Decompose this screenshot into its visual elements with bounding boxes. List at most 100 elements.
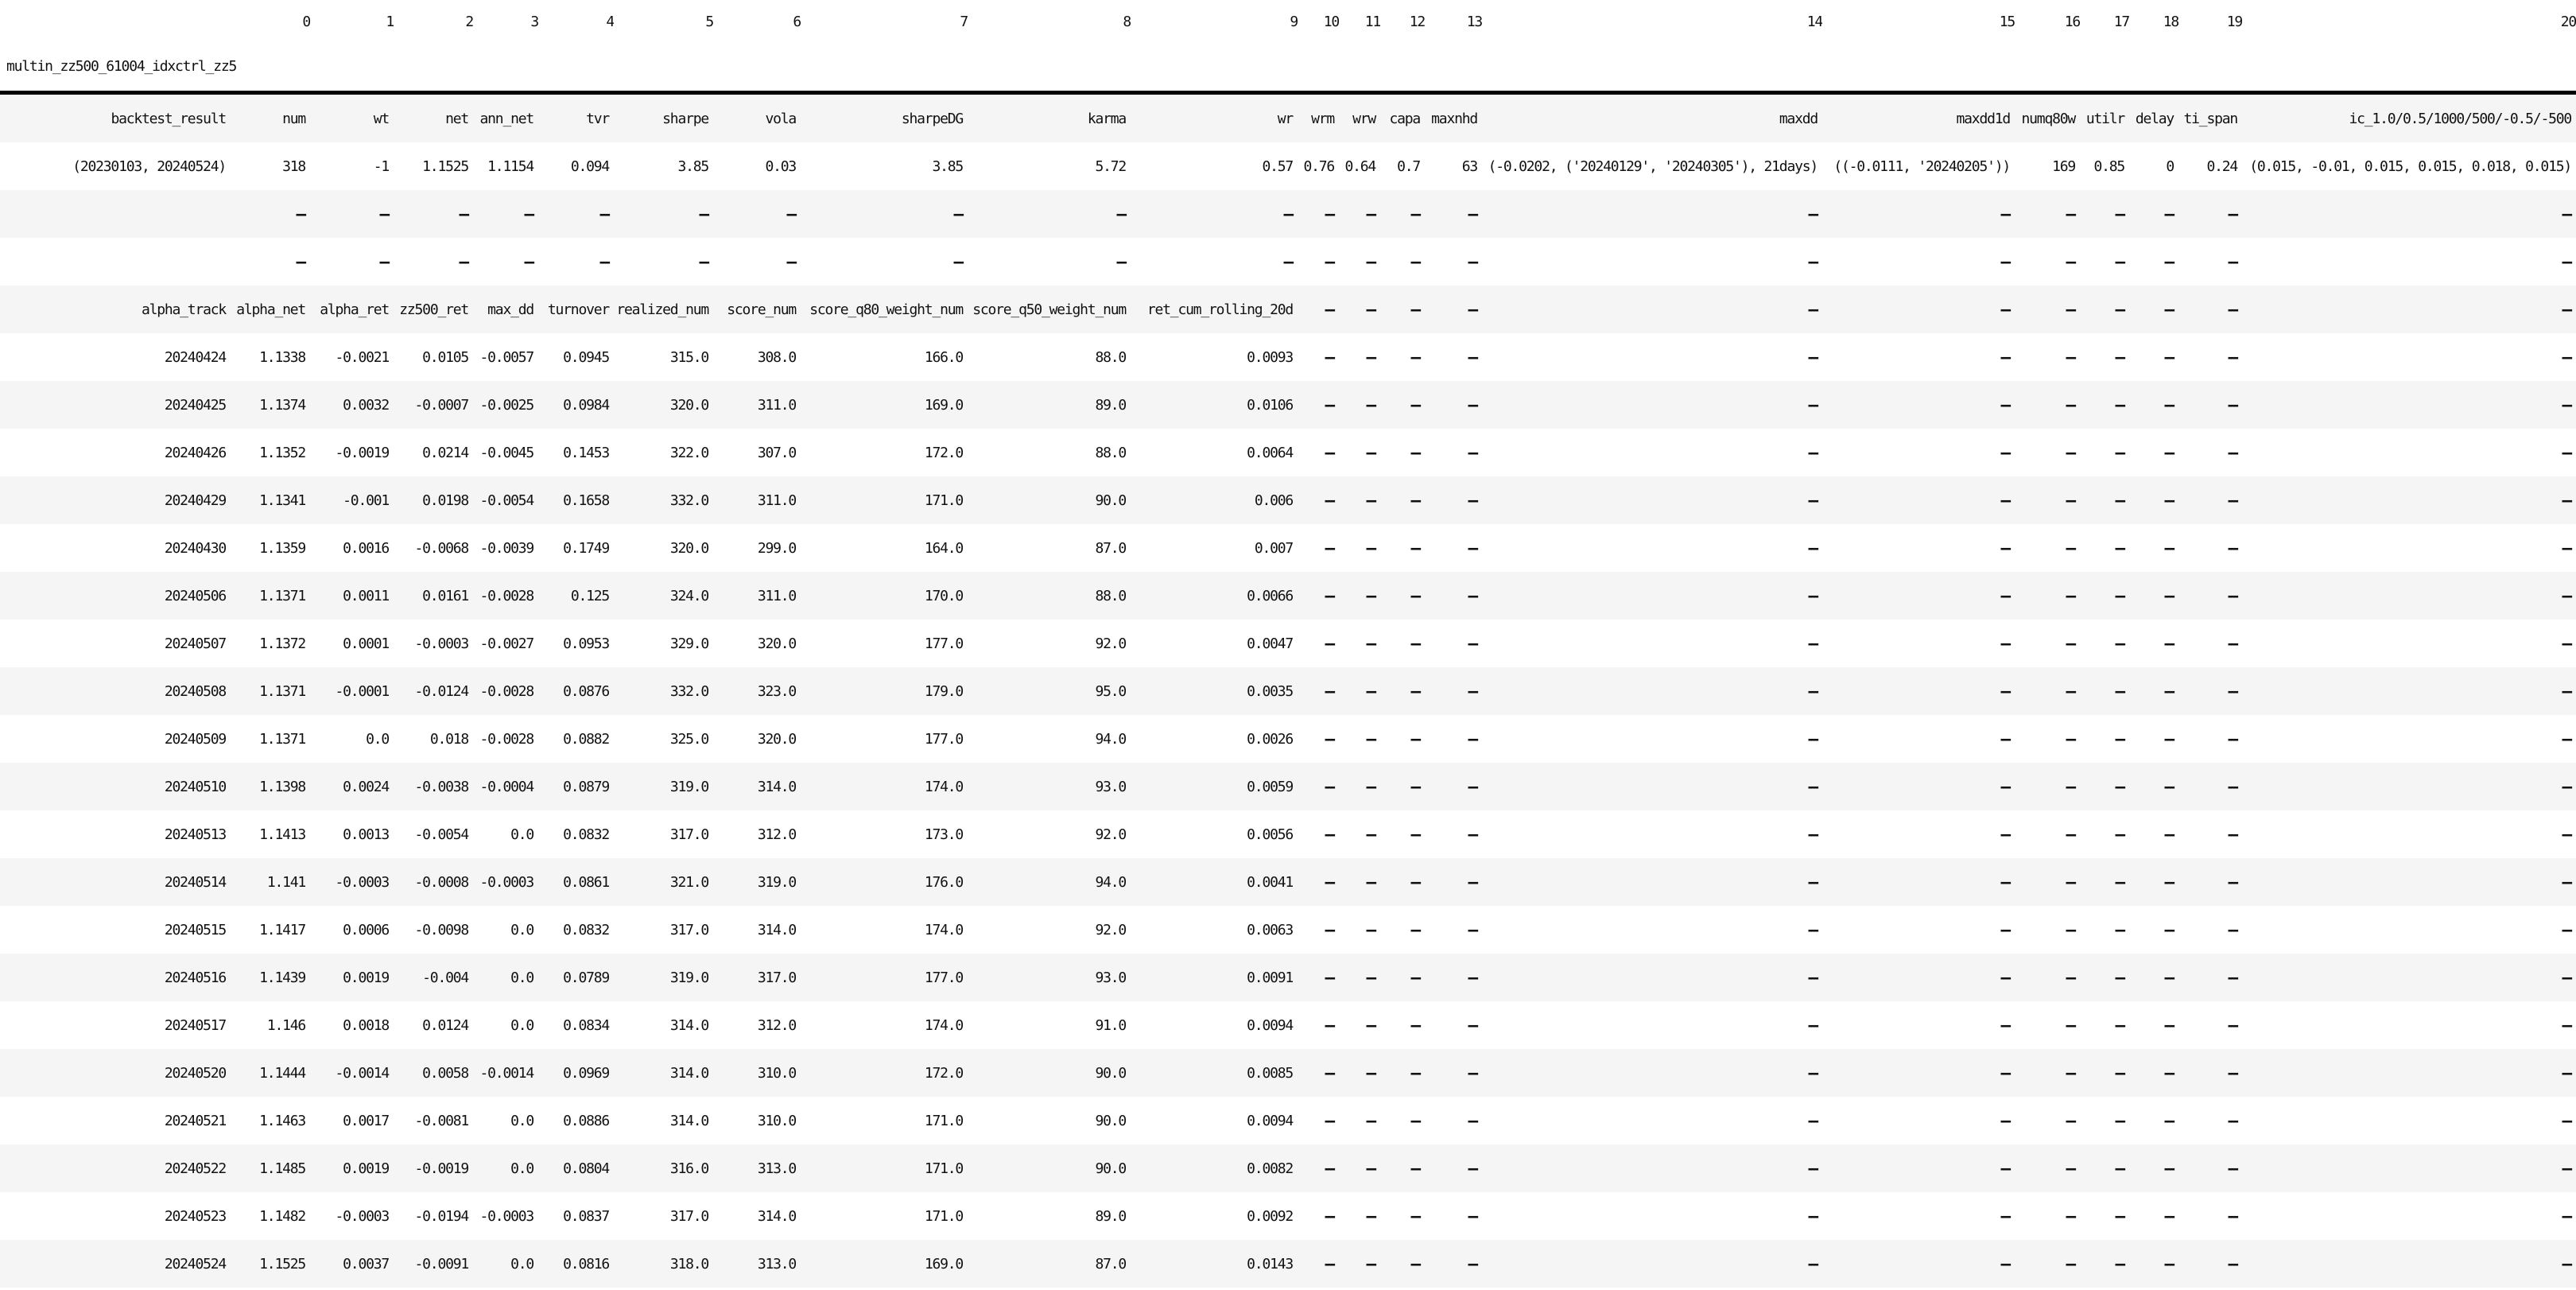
table-cell: 173.0: [924, 826, 964, 843]
table-cell: 307.0: [757, 444, 797, 461]
table-cell: —: [296, 252, 307, 271]
column-header: maxdd1d: [1822, 91, 2015, 142]
table-cell: —: [2228, 682, 2239, 701]
table-cell: 1.1398: [259, 778, 306, 795]
table-cell: —: [1325, 300, 1336, 319]
row-index: 20240514: [164, 873, 227, 891]
table-cell: -0.0039: [479, 539, 535, 557]
table-cell: 310.0: [757, 1112, 797, 1129]
table-row: 20240426 1.1352 -0.0019 0.0214 -0.0045 0.1453…: [0, 429, 2576, 476]
table-cell: 1.1444: [259, 1064, 306, 1082]
table-cell: 0.0019: [343, 1160, 390, 1177]
table-cell: —: [2066, 634, 2077, 653]
table-cell: —: [1325, 348, 1336, 367]
table-cell: -0.0004: [479, 778, 535, 795]
table-cell: —: [1808, 777, 1819, 796]
table-cell: —: [2115, 1016, 2126, 1035]
column-header: sharpeDG: [801, 91, 968, 142]
table-cell: —: [953, 204, 964, 223]
table-cell: —: [786, 204, 797, 223]
table-cell: 1.1413: [259, 826, 306, 843]
table-cell: 0.0035: [1247, 682, 1294, 700]
row-index: 20240426: [164, 444, 227, 461]
table-cell: -0.0028: [479, 730, 535, 748]
table-cell: —: [2562, 348, 2573, 367]
table-cell: —: [2066, 825, 2077, 844]
table-cell: —: [1468, 968, 1479, 987]
table-cell: 90.0: [1095, 1064, 1127, 1082]
table-cell: 0.57: [1262, 157, 1294, 175]
table-cell: —: [2562, 1016, 2573, 1035]
table-cell: —: [1366, 586, 1377, 605]
table-cell: 0.0091: [1247, 969, 1294, 986]
table-cell: —: [1410, 252, 1422, 271]
table-cell: 0.0945: [563, 348, 610, 366]
table-cell: —: [2228, 300, 2239, 319]
column-number: 6: [793, 13, 801, 30]
table-cell: 314.0: [757, 921, 797, 938]
table-cell: —: [2228, 538, 2239, 558]
table-cell: —: [2000, 252, 2012, 271]
table-cell: —: [2164, 1111, 2175, 1130]
table-cell: —: [1366, 1254, 1377, 1273]
table-cell: zz500_ret: [399, 301, 469, 318]
table-cell: —: [1325, 682, 1336, 701]
table-cell: —: [1366, 777, 1377, 796]
table-cell: -0.0025: [479, 396, 535, 414]
table-cell: —: [2562, 1159, 2573, 1178]
table-cell: —: [1325, 395, 1336, 414]
table-cell: —: [2562, 300, 2573, 319]
table-cell: —: [2000, 443, 2012, 462]
table-cell: —: [2115, 920, 2126, 939]
table-cell: -0.0001: [335, 682, 390, 700]
table-cell: —: [296, 204, 307, 223]
table-cell: 0.0059: [1247, 778, 1294, 795]
table-cell: 311.0: [757, 587, 797, 604]
table-cell: —: [699, 204, 710, 223]
table-cell: 0.0832: [563, 826, 610, 843]
table-cell: —: [1366, 395, 1377, 414]
table-row: 20240522 1.1485 0.0019 -0.0019 0.0 0.0804 316.…: [0, 1144, 2576, 1192]
column-header: net: [394, 91, 473, 142]
table-cell: 1.1417: [259, 921, 306, 938]
column-header: numq80w: [2015, 91, 2080, 142]
column-number: 2: [465, 13, 473, 30]
table-cell: 0.0: [510, 1160, 534, 1177]
table-cell: 0.0: [366, 730, 390, 748]
table-cell: —: [2000, 348, 2012, 367]
table-cell: 174.0: [924, 778, 964, 795]
table-cell: 179.0: [924, 682, 964, 700]
table-cell: ((-0.0111, '20240205')): [1833, 157, 2011, 175]
table-cell: 0.0001: [343, 635, 390, 652]
table-cell: —: [2164, 729, 2175, 748]
table-cell: 1.1352: [259, 444, 306, 461]
table-cell: —: [2164, 1063, 2175, 1082]
table-cell: 0.0: [510, 1112, 534, 1129]
table-cell: 174.0: [924, 1016, 964, 1034]
table-cell: 321.0: [669, 873, 709, 891]
table-cell: 313.0: [757, 1160, 797, 1177]
table-cell: -0.004: [422, 969, 469, 986]
table-cell: 0.0: [510, 826, 534, 843]
table-cell: 320.0: [669, 539, 709, 557]
table-cell: 1.1485: [259, 1160, 306, 1177]
table-row: 20240523 1.1482 -0.0003 -0.0194 -0.0003 0.083…: [0, 1192, 2576, 1240]
table-cell: —: [1410, 491, 1422, 510]
table-cell: 320.0: [757, 730, 797, 748]
table-cell: 3.85: [677, 157, 709, 175]
row-index: 20240510: [164, 778, 227, 795]
row-index: alpha_track: [141, 301, 227, 318]
column-number: 12: [1409, 13, 1425, 30]
table-cell: —: [2562, 204, 2573, 223]
table-cell: 0.0017: [343, 1112, 390, 1129]
table-cell: —: [2066, 729, 2077, 748]
table-cell: —: [2000, 920, 2012, 939]
table-row: 20240516 1.1439 0.0019 -0.004 0.0 0.0789 319.0…: [0, 954, 2576, 1001]
table-cell: —: [2115, 968, 2126, 987]
table-cell: 3.85: [932, 157, 964, 175]
table-cell: —: [2115, 729, 2126, 748]
table-cell: —: [1410, 968, 1422, 987]
table-row: — — — — — — — — — — — — — — — — — — — — —: [0, 238, 2576, 286]
table-cell: 312.0: [757, 1016, 797, 1034]
column-header: delay: [2129, 91, 2178, 142]
